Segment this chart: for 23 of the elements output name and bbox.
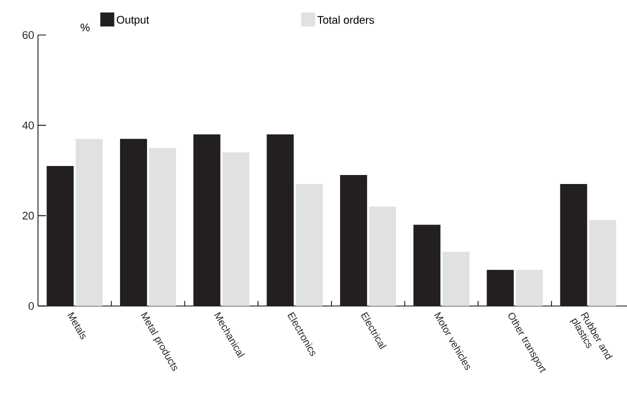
y-axis-title: %: [80, 24, 90, 32]
bar: [76, 138, 103, 306]
bar: [222, 152, 250, 306]
bar: [589, 220, 616, 306]
y-tick-label: 20: [22, 212, 34, 220]
bar: [149, 148, 176, 306]
legend-label: Output: [116, 16, 150, 26]
bar: [46, 166, 74, 306]
bar: [296, 184, 323, 306]
bar: [266, 134, 294, 306]
bar: [516, 270, 543, 306]
bar: [340, 175, 368, 306]
y-tick-label: 40: [22, 121, 34, 130]
bar: [120, 138, 148, 306]
bar: [486, 270, 514, 306]
legend-label: Total orders: [317, 16, 374, 24]
bar: [442, 252, 470, 306]
bar: [560, 184, 588, 306]
bar: [193, 134, 220, 306]
bar: [369, 206, 396, 306]
y-tick-label: 0: [28, 302, 34, 310]
bar: [413, 224, 440, 306]
y-tick-label: 60: [22, 31, 34, 39]
